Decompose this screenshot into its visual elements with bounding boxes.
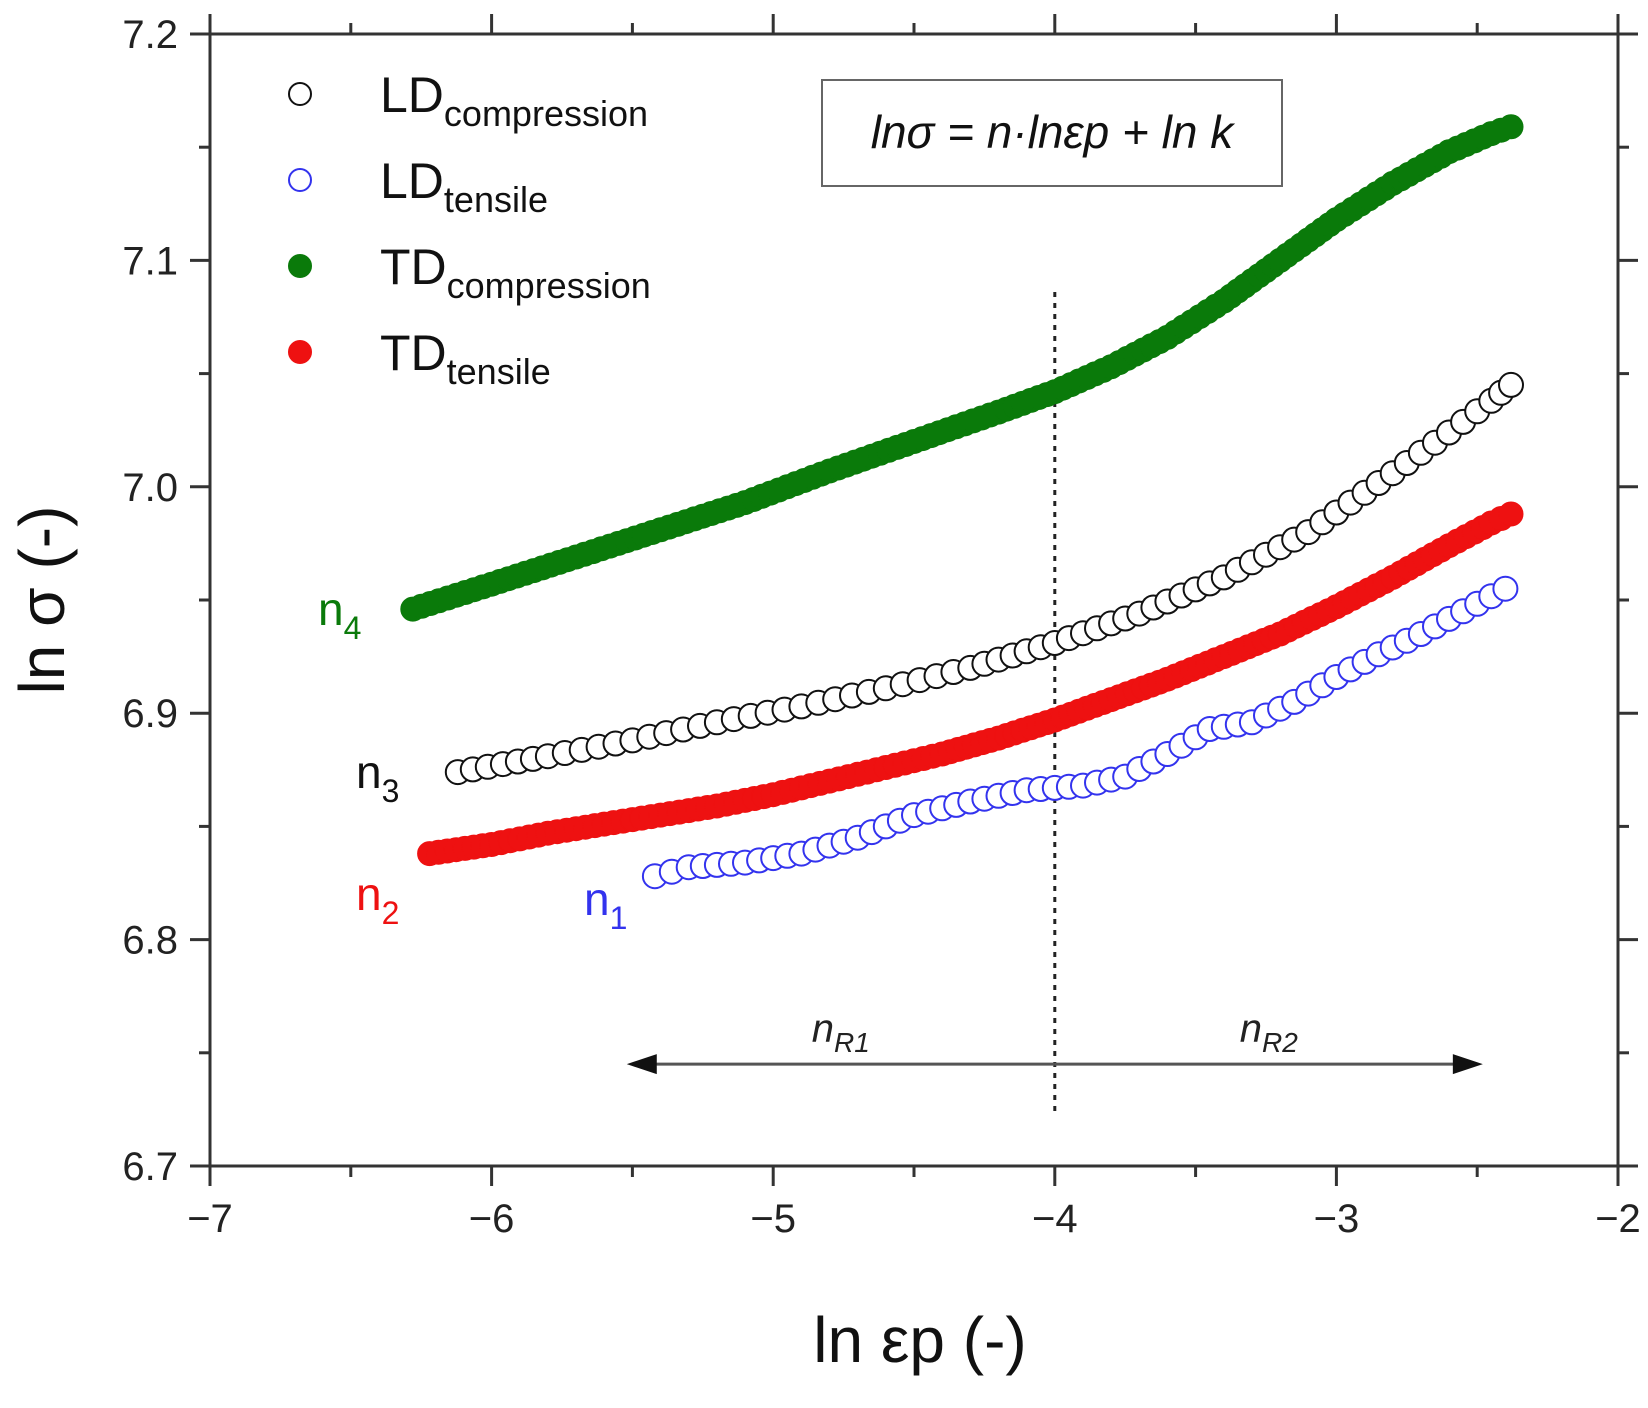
- x-tick-label: −7: [187, 1197, 233, 1241]
- y-tick-label: 7.1: [122, 239, 178, 283]
- data-point: [1498, 501, 1524, 527]
- x-tick-label: −5: [750, 1197, 796, 1241]
- data-point: [1498, 371, 1524, 398]
- y-tick-label: 7.0: [122, 466, 178, 510]
- x-tick-label: −3: [1314, 1197, 1360, 1241]
- region-arrow-head: [1452, 1054, 1483, 1075]
- data-point: [1498, 114, 1524, 140]
- x-tick-label: −2: [1595, 1197, 1641, 1241]
- axes: −7 −6 −5 −4 −3 −2 6.7 6.8 6.9 7.0 7.1 7.2: [122, 13, 1640, 1241]
- y-tick-label: 6.7: [122, 1145, 178, 1189]
- equation-box: lnσ = n·lnεp + ln k: [821, 79, 1283, 187]
- x-tick-label: −4: [1032, 1197, 1078, 1241]
- legend-entry: TDtensile: [380, 325, 551, 392]
- data-point: [1492, 575, 1519, 602]
- x-tick-label: −6: [469, 1197, 515, 1241]
- series-td-compression: [400, 114, 1524, 622]
- legend-marker: [288, 82, 312, 106]
- y-axis-title: ln σ (-): [6, 506, 78, 695]
- region-arrow-head: [626, 1054, 657, 1075]
- curve-labels: n3 n1 n4 n2: [318, 583, 627, 936]
- x-axis-title: ln εp (-): [813, 1304, 1026, 1376]
- curve-label: n4: [318, 583, 361, 646]
- region-arrows: nR1 nR2: [626, 1007, 1483, 1075]
- legend-marker: [288, 168, 312, 192]
- legend-entry: LDcompression: [380, 67, 648, 134]
- curve-label: n3: [356, 746, 399, 809]
- y-tick-label: 7.2: [122, 13, 178, 57]
- curve-label: n2: [356, 868, 399, 931]
- region-label: nR2: [1240, 1007, 1298, 1058]
- curve-label: n1: [584, 873, 627, 936]
- series-ld-compression: [444, 371, 1524, 786]
- equation-text: lnσ = n·lnεp + ln k: [871, 106, 1235, 158]
- legend-entry: LDtensile: [380, 153, 548, 220]
- legend-entry: TDcompression: [380, 239, 651, 306]
- legend-marker: [288, 254, 312, 278]
- equation-frame: [821, 79, 1283, 187]
- legend-marker: [288, 340, 312, 364]
- legend: LDcompression LDtensile TDcompression TDten…: [288, 67, 651, 392]
- region-label: nR1: [812, 1007, 870, 1058]
- y-tick-label: 6.9: [122, 692, 178, 736]
- series-td-tensile: [417, 501, 1524, 867]
- series-ld-tensile: [641, 575, 1519, 890]
- scatter-series: [400, 114, 1524, 890]
- y-tick-label: 6.8: [122, 919, 178, 963]
